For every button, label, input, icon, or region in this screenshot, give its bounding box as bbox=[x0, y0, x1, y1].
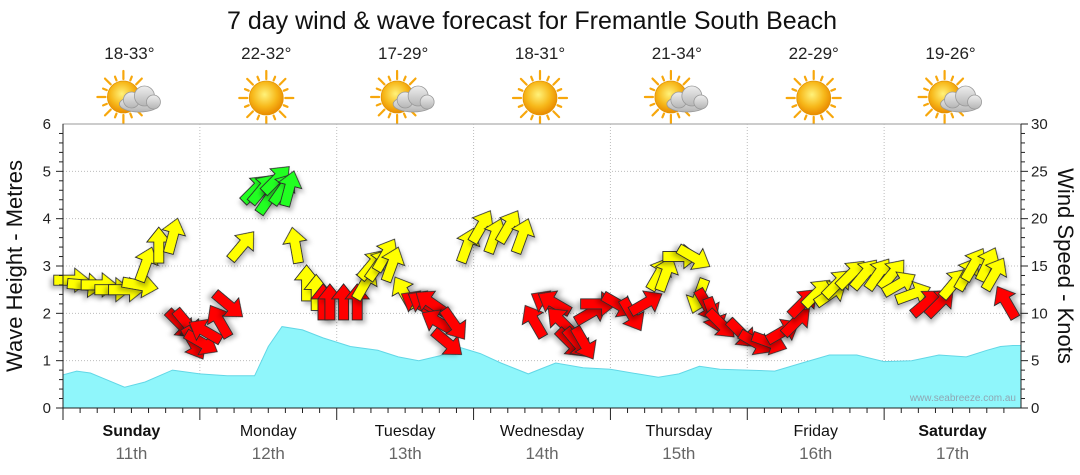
sun-icon bbox=[785, 69, 842, 127]
wind-arrow bbox=[618, 296, 645, 332]
right-axis-tick-label: 10 bbox=[1031, 305, 1048, 322]
wind-arrows bbox=[53, 166, 1021, 360]
right-axis-tick-label: 30 bbox=[1031, 116, 1048, 133]
left-axis-tick-label: 3 bbox=[43, 258, 51, 275]
day-date-label: 16th bbox=[799, 444, 832, 463]
sun-icon bbox=[511, 69, 569, 127]
day-name-label: Wednesday bbox=[500, 423, 584, 440]
wave-height-area bbox=[62, 326, 1022, 409]
right-axis-tick-label: 15 bbox=[1031, 258, 1048, 275]
day-temperature: 17-29° bbox=[378, 44, 428, 63]
left-axis-tick-label: 6 bbox=[43, 116, 51, 133]
sun-cloud-icon bbox=[96, 69, 161, 125]
right-axis: 0 5 10 15 20 25 30 bbox=[1020, 116, 1048, 417]
sun-cloud-icon bbox=[917, 69, 982, 125]
left-axis-tick-label: 2 bbox=[43, 305, 51, 322]
day-date-label: 14th bbox=[525, 444, 558, 463]
wind-arrow bbox=[675, 243, 711, 270]
wind-arrow bbox=[627, 290, 663, 317]
wind-arrow bbox=[510, 218, 536, 255]
day-date-label: 15th bbox=[662, 444, 695, 463]
sun-icon bbox=[238, 69, 295, 127]
right-axis-tick-label: 0 bbox=[1031, 400, 1039, 417]
day-temperature: 22-32° bbox=[241, 44, 291, 63]
sun-cloud-icon bbox=[370, 69, 435, 125]
right-axis-tick-label: 20 bbox=[1031, 211, 1048, 228]
wind-arrow bbox=[282, 226, 308, 265]
left-axis-tick-label: 1 bbox=[43, 353, 51, 370]
day-name-label: Saturday bbox=[918, 423, 987, 440]
day-date-label: 17th bbox=[936, 444, 969, 463]
wind-arrow bbox=[161, 217, 187, 255]
day-date-label: 13th bbox=[389, 444, 422, 463]
day-temperature: 21-34° bbox=[652, 44, 702, 63]
day-temperature: 19-26° bbox=[925, 44, 975, 63]
right-axis-tick-label: 25 bbox=[1031, 163, 1048, 180]
wind-arrow bbox=[993, 285, 1021, 321]
right-axis-tick-label: 5 bbox=[1031, 353, 1039, 370]
wind-arrow bbox=[211, 289, 244, 318]
left-axis-tick-label: 0 bbox=[43, 400, 51, 417]
wind-arrow bbox=[380, 246, 406, 284]
x-axis-days: Sunday 11th Monday 12th Tuesday 13th Wednesday… bbox=[62, 407, 1021, 463]
wind-arrow bbox=[654, 256, 679, 293]
chart-title: 7 day wind & wave forecast for Fremantle… bbox=[227, 7, 837, 35]
day-weather-row: 18-33° 22-32° 17-29° 18-31° 21-34° 22-29° 19-2… bbox=[96, 44, 982, 127]
sun-cloud-icon bbox=[643, 69, 709, 125]
day-temperature: 18-33° bbox=[104, 44, 154, 63]
day-name-label: Sunday bbox=[103, 423, 161, 440]
left-axis-tick-label: 5 bbox=[43, 163, 51, 180]
wind-arrow bbox=[439, 306, 467, 340]
left-axis-label: Wave Height - Metres bbox=[2, 160, 27, 372]
day-name-label: Friday bbox=[793, 423, 837, 440]
wind-arrow bbox=[521, 304, 549, 340]
right-axis-label: Wind Speed - Knots bbox=[1053, 168, 1078, 364]
day-temperature: 22-29° bbox=[789, 44, 839, 63]
wind-arrow bbox=[134, 246, 159, 284]
day-name-label: Monday bbox=[240, 423, 297, 440]
day-temperature: 18-31° bbox=[515, 44, 565, 63]
left-axis-tick-label: 4 bbox=[43, 211, 51, 228]
wind-arrow bbox=[277, 170, 303, 208]
wind-arrow bbox=[226, 231, 255, 264]
left-axis: 0 1 2 3 4 5 6 bbox=[43, 116, 64, 417]
day-name-label: Tuesday bbox=[375, 423, 436, 440]
wind-arrow bbox=[570, 324, 597, 360]
day-date-label: 11th bbox=[116, 444, 148, 463]
day-date-label: 12th bbox=[252, 444, 285, 463]
wind-arrow bbox=[980, 257, 1008, 293]
day-name-label: Thursday bbox=[646, 423, 713, 440]
watermark: www.seabreeze.com.au bbox=[909, 393, 1016, 404]
